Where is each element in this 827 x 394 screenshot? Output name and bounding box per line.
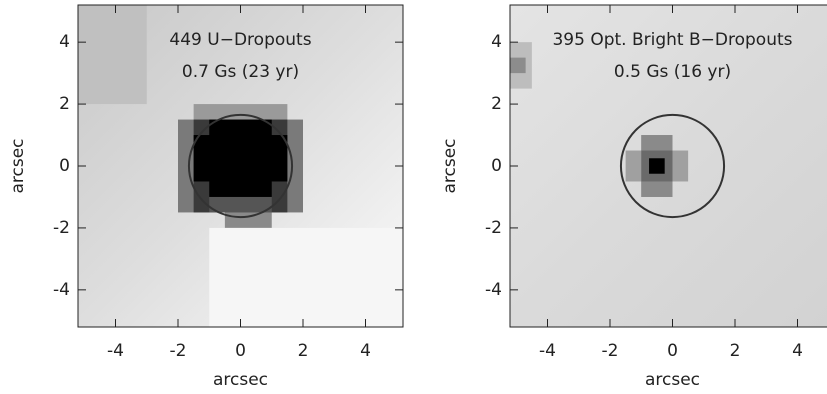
y-tick-label: 4 <box>59 32 70 52</box>
image-pixels <box>649 158 665 173</box>
figure: 449 U−Dropouts 0.7 Gs (23 yr) -4 -2 0 2 4 -4 -2 0… <box>0 0 827 390</box>
x-tick-label: 4 <box>360 341 371 361</box>
annotation: 0.7 Gs (23 yr) <box>182 62 299 82</box>
x-tick-label: 4 <box>792 341 803 361</box>
annotation: 0.5 Gs (16 yr) <box>614 62 731 82</box>
image-pixels <box>225 212 272 227</box>
y-tick-label: 2 <box>59 94 70 114</box>
panel: 395 Opt. Bright B−Dropouts 0.5 Gs (16 yr) <box>510 5 827 327</box>
image-pixels <box>78 5 147 104</box>
y-axis-label: arcsec <box>8 138 28 193</box>
y-tick-label: -2 <box>485 218 502 238</box>
y-axis-label: arcsec <box>440 138 460 193</box>
image-pixels <box>510 58 526 73</box>
y-tick-label: -4 <box>53 280 70 300</box>
x-tick-label: -2 <box>602 341 619 361</box>
y-tick-label: -4 <box>485 280 502 300</box>
x-axis-label: arcsec <box>213 370 268 390</box>
y-tick-label: 0 <box>59 156 70 176</box>
x-tick-label: 2 <box>730 341 741 361</box>
image-pixels <box>194 104 288 119</box>
y-tick-label: 4 <box>491 32 502 52</box>
annotation: 395 Opt. Bright B−Dropouts <box>552 30 792 50</box>
x-tick-label: -2 <box>170 341 187 361</box>
x-tick-label: 0 <box>235 341 246 361</box>
y-tick-label: 2 <box>491 94 502 114</box>
x-axis-label: arcsec <box>645 370 700 390</box>
y-tick-label: -2 <box>53 218 70 238</box>
image-pixels <box>209 228 403 327</box>
image-pixels <box>641 181 672 196</box>
image-pixels <box>641 135 672 150</box>
y-tick-label: 0 <box>491 156 502 176</box>
panel: 449 U−Dropouts 0.7 Gs (23 yr) <box>78 5 403 327</box>
image-pixels <box>209 197 272 212</box>
x-tick-label: -4 <box>107 341 124 361</box>
image-pixels <box>194 135 288 181</box>
x-tick-label: 2 <box>298 341 309 361</box>
annotation: 449 U−Dropouts <box>169 30 311 50</box>
x-tick-label: 0 <box>667 341 678 361</box>
x-tick-label: -4 <box>539 341 556 361</box>
